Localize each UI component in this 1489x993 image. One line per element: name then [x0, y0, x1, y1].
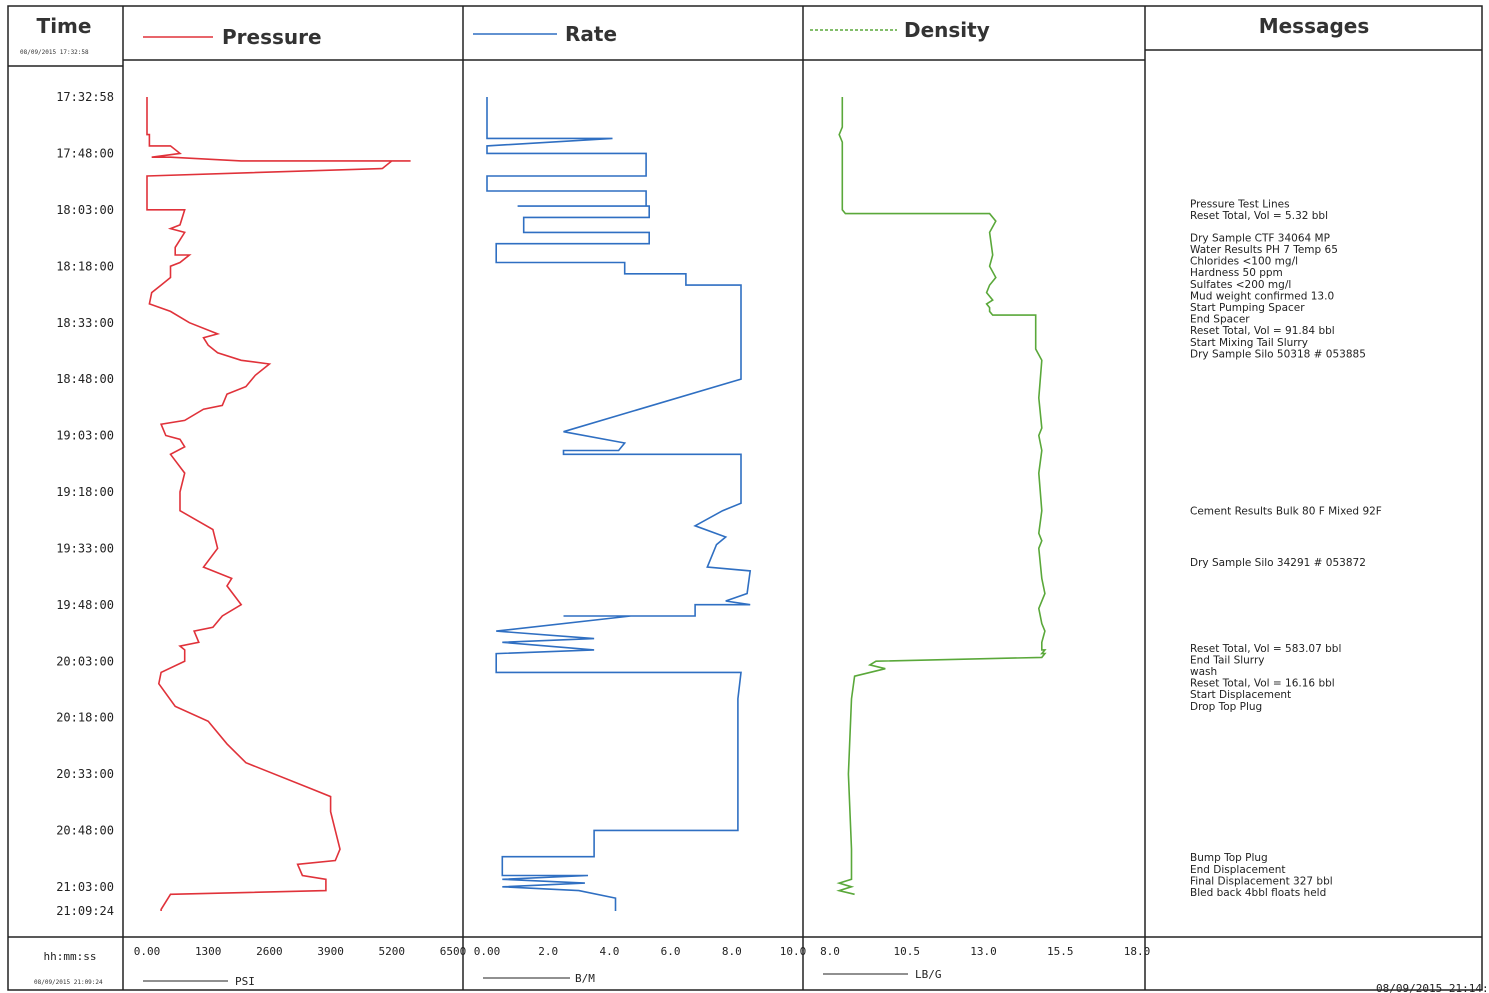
rate-unit: B/M	[575, 972, 595, 985]
message-line: Reset Total, Vol = 583.07 bbl	[1190, 643, 1341, 655]
end-datetime: 08/09/2015 21:09:24	[34, 979, 103, 986]
time-tick-label: 19:18:00	[56, 485, 114, 499]
messages-header: Messages	[1259, 14, 1370, 38]
time-tick-label: 19:03:00	[56, 429, 114, 443]
rate-axis-tick: 6.0	[661, 945, 681, 958]
message-line: End Spacer	[1190, 314, 1250, 326]
time-format-label: hh:mm:ss	[44, 950, 97, 963]
rate-axis-tick: 4.0	[599, 945, 619, 958]
pressure-series-line	[146, 97, 411, 911]
density-axis-tick: 8.0	[820, 945, 840, 958]
message-line: End Displacement	[1190, 864, 1285, 876]
time-header: Time	[37, 14, 92, 38]
time-tick-label: 19:48:00	[56, 598, 114, 612]
grid-frame	[7, 5, 1483, 991]
time-tick-label: 17:32:58	[56, 90, 114, 104]
time-tick-label: 20:18:00	[56, 711, 114, 725]
message-line: Start Displacement	[1190, 689, 1291, 701]
message-line: End Tail Slurry	[1190, 654, 1264, 666]
message-line: Dry Sample Silo 50318 # 053885	[1190, 348, 1366, 360]
message-line: Reset Total, Vol = 91.84 bbl	[1190, 325, 1335, 337]
density-axis-tick: 13.0	[970, 945, 997, 958]
pressure-header: Pressure	[222, 25, 322, 49]
message-line: Drop Top Plug	[1190, 701, 1262, 713]
message-line: Start Pumping Spacer	[1190, 302, 1305, 314]
time-tick-label: 18:33:00	[56, 316, 114, 330]
time-tick-label: 20:33:00	[56, 767, 114, 781]
density-axis-tick: 10.5	[894, 945, 921, 958]
time-tick-label: 21:03:00	[56, 880, 114, 894]
message-line: Cement Results Bulk 80 F Mixed 92F	[1190, 505, 1382, 517]
pressure-axis-tick: 6500	[440, 945, 467, 958]
message-line: Chlorides <100 mg/l	[1190, 256, 1298, 268]
rate-axis-tick: 0.00	[474, 945, 501, 958]
series-lines	[146, 97, 1047, 911]
message-line: Pressure Test Lines	[1190, 199, 1290, 211]
density-series-line	[836, 97, 1047, 896]
message-line: Mud weight confirmed 13.0	[1190, 290, 1334, 302]
pressure-axis-tick: 0.00	[134, 945, 161, 958]
density-axis-tick: 15.5	[1047, 945, 1074, 958]
message-line: Hardness 50 ppm	[1190, 267, 1283, 279]
rate-axis-tick: 10.0	[780, 945, 807, 958]
time-tick-label: 21:09:24	[56, 904, 114, 918]
time-axis-ticks: 17:32:58 17:48:00 18:03:00 18:18:00 18:33:00…	[56, 90, 114, 918]
density-header: Density	[904, 18, 990, 42]
x-axis-ticks: 0.00 1300 2600 3900 5200 6500 0.00 2.0 4.0 6.0 8.0…	[134, 945, 1151, 958]
message-line: Start Mixing Tail Slurry	[1190, 337, 1308, 349]
time-tick-label: 17:48:00	[56, 147, 114, 161]
rate-series-line	[486, 97, 752, 911]
message-line: Sulfates <200 mg/l	[1190, 279, 1291, 291]
pressure-axis-tick: 3900	[317, 945, 344, 958]
message-line: Water Results PH 7 Temp 65	[1190, 244, 1338, 256]
rate-axis-tick: 2.0	[538, 945, 558, 958]
print-stamp: 08/09/2015 21:14:2	[1376, 982, 1489, 993]
message-line: Reset Total, Vol = 5.32 bbl	[1190, 210, 1328, 222]
message-line: Dry Sample Silo 34291 # 053872	[1190, 557, 1366, 569]
time-tick-label: 18:18:00	[56, 259, 114, 273]
density-axis-tick: 18.0	[1124, 945, 1151, 958]
rate-header: Rate	[565, 22, 617, 46]
pressure-axis-tick: 5200	[379, 945, 406, 958]
time-tick-label: 19:33:00	[56, 541, 114, 555]
time-tick-label: 18:03:00	[56, 203, 114, 217]
message-line: Bump Top Plug	[1190, 852, 1268, 864]
rate-axis-tick: 8.0	[722, 945, 742, 958]
pressure-unit: PSI	[235, 975, 255, 988]
message-line: Dry Sample CTF 34064 MP	[1190, 232, 1330, 244]
message-line: wash	[1190, 666, 1217, 678]
time-tick-label: 20:03:00	[56, 654, 114, 668]
message-line: Reset Total, Vol = 16.16 bbl	[1190, 678, 1335, 690]
time-tick-label: 20:48:00	[56, 824, 114, 838]
pressure-axis-tick: 2600	[256, 945, 283, 958]
message-line: Bled back 4bbl floats held	[1190, 887, 1326, 899]
time-tick-label: 18:48:00	[56, 372, 114, 386]
pressure-axis-tick: 1300	[195, 945, 222, 958]
message-line: Final Displacement 327 bbl	[1190, 875, 1333, 887]
density-unit: LB/G	[915, 968, 942, 981]
start-datetime: 08/09/2015 17:32:58	[20, 49, 89, 56]
